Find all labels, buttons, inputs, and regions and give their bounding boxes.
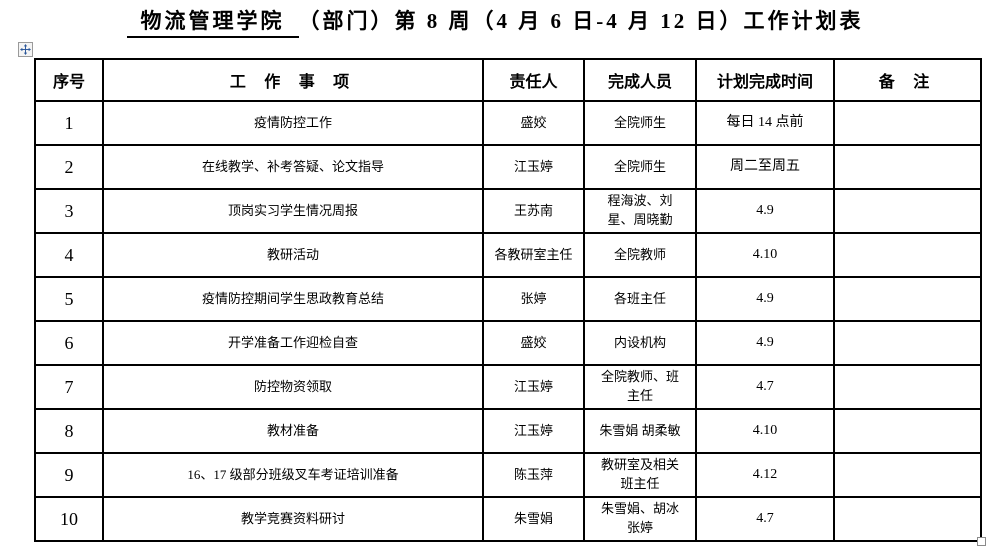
cell-task: 教材准备 bbox=[102, 408, 484, 454]
cell-seq: 3 bbox=[34, 188, 104, 234]
table-row: 1 疫情防控工作 盛姣 全院师生 每日 14 点前 bbox=[34, 100, 982, 146]
table-row: 3 顶岗实习学生情况周报 王苏南 程海波、刘星、周晓勤 4.9 bbox=[34, 188, 982, 234]
cell-remark bbox=[833, 364, 982, 410]
cell-remark bbox=[833, 100, 982, 146]
work-plan-table: 序号 工 作 事 项 责任人 完成人员 计划完成时间 备 注 1 疫情防控工作 … bbox=[34, 58, 982, 542]
cell-responsible: 盛姣 bbox=[482, 320, 585, 366]
cell-deadline: 4.7 bbox=[695, 364, 835, 410]
cell-seq: 6 bbox=[34, 320, 104, 366]
cell-responsible: 江玉婷 bbox=[482, 408, 585, 454]
cell-responsible: 朱雪娟 bbox=[482, 496, 585, 542]
cell-responsible: 陈玉萍 bbox=[482, 452, 585, 498]
table-row: 2 在线教学、补考答疑、论文指导 江玉婷 全院师生 周二至周五 bbox=[34, 144, 982, 190]
table-resize-handle-icon[interactable] bbox=[977, 537, 986, 546]
cell-deadline: 周二至周五 bbox=[695, 144, 835, 190]
cell-deadline: 每日 14 点前 bbox=[695, 100, 835, 146]
cell-completers: 全院师生 bbox=[583, 144, 697, 190]
cell-seq: 1 bbox=[34, 100, 104, 146]
cell-seq: 10 bbox=[34, 496, 104, 542]
table-move-handle-icon[interactable] bbox=[18, 42, 33, 57]
cell-deadline: 4.9 bbox=[695, 320, 835, 366]
cell-task: 开学准备工作迎检自查 bbox=[102, 320, 484, 366]
cell-deadline: 4.12 bbox=[695, 452, 835, 498]
cell-deadline: 4.10 bbox=[695, 232, 835, 278]
cell-deadline: 4.9 bbox=[695, 188, 835, 234]
cell-completers: 各班主任 bbox=[583, 276, 697, 322]
cell-responsible: 江玉婷 bbox=[482, 144, 585, 190]
cell-seq: 8 bbox=[34, 408, 104, 454]
cell-seq: 7 bbox=[34, 364, 104, 410]
title-college-underlined: 物流管理学院 bbox=[126, 9, 299, 38]
header-completers: 完成人员 bbox=[583, 58, 697, 102]
cell-remark bbox=[833, 276, 982, 322]
table-row: 7 防控物资领取 江玉婷 全院教师、班主任 4.7 bbox=[34, 364, 982, 410]
cell-seq: 2 bbox=[34, 144, 104, 190]
cell-seq: 4 bbox=[34, 232, 104, 278]
header-remark: 备 注 bbox=[833, 58, 982, 102]
cell-task: 疫情防控期间学生思政教育总结 bbox=[102, 276, 484, 322]
cell-task: 疫情防控工作 bbox=[102, 100, 484, 146]
cell-responsible: 王苏南 bbox=[482, 188, 585, 234]
move-arrows-icon bbox=[20, 44, 31, 55]
cell-remark bbox=[833, 144, 982, 190]
cell-remark bbox=[833, 188, 982, 234]
cell-completers: 全院教师 bbox=[583, 232, 697, 278]
cell-deadline: 4.7 bbox=[695, 496, 835, 542]
cell-completers: 全院师生 bbox=[583, 100, 697, 146]
cell-responsible: 江玉婷 bbox=[482, 364, 585, 410]
cell-task: 在线教学、补考答疑、论文指导 bbox=[102, 144, 484, 190]
cell-remark bbox=[833, 408, 982, 454]
cell-deadline: 4.9 bbox=[695, 276, 835, 322]
cell-task: 顶岗实习学生情况周报 bbox=[102, 188, 484, 234]
cell-responsible: 张婷 bbox=[482, 276, 585, 322]
header-row: 序号 工 作 事 项 责任人 完成人员 计划完成时间 备 注 bbox=[34, 58, 982, 102]
header-seq: 序号 bbox=[34, 58, 104, 102]
document-title: 物流管理学院 （部门）第 8 周（4 月 6 日-4 月 12 日）工作计划表 bbox=[0, 5, 990, 38]
cell-deadline: 4.10 bbox=[695, 408, 835, 454]
table-row: 6 开学准备工作迎检自查 盛姣 内设机构 4.9 bbox=[34, 320, 982, 366]
cell-remark bbox=[833, 232, 982, 278]
cell-completers: 朱雪娟、胡冰 张婷 bbox=[583, 496, 697, 542]
cell-completers: 朱雪娟 胡柔敏 bbox=[583, 408, 697, 454]
cell-responsible: 盛姣 bbox=[482, 100, 585, 146]
header-responsible: 责任人 bbox=[482, 58, 585, 102]
cell-seq: 9 bbox=[34, 452, 104, 498]
table-row: 4 教研活动 各教研室主任 全院教师 4.10 bbox=[34, 232, 982, 278]
table-row: 10 教学竞赛资料研讨 朱雪娟 朱雪娟、胡冰 张婷 4.7 bbox=[34, 496, 982, 542]
header-deadline: 计划完成时间 bbox=[695, 58, 835, 102]
cell-completers: 全院教师、班主任 bbox=[583, 364, 697, 410]
table-row: 9 16、17 级部分班级叉车考证培训准备 陈玉萍 教研室及相关班主任 4.12 bbox=[34, 452, 982, 498]
cell-remark bbox=[833, 320, 982, 366]
header-task: 工 作 事 项 bbox=[102, 58, 484, 102]
cell-completers: 程海波、刘星、周晓勤 bbox=[583, 188, 697, 234]
cell-completers: 内设机构 bbox=[583, 320, 697, 366]
cell-task: 教学竞赛资料研讨 bbox=[102, 496, 484, 542]
cell-completers: 教研室及相关班主任 bbox=[583, 452, 697, 498]
cell-remark bbox=[833, 452, 982, 498]
cell-task: 16、17 级部分班级叉车考证培训准备 bbox=[102, 452, 484, 498]
title-rest: （部门）第 8 周（4 月 6 日-4 月 12 日）工作计划表 bbox=[298, 9, 864, 33]
cell-task: 防控物资领取 bbox=[102, 364, 484, 410]
cell-remark bbox=[833, 496, 982, 542]
cell-responsible: 各教研室主任 bbox=[482, 232, 585, 278]
table-row: 8 教材准备 江玉婷 朱雪娟 胡柔敏 4.10 bbox=[34, 408, 982, 454]
table-row: 5 疫情防控期间学生思政教育总结 张婷 各班主任 4.9 bbox=[34, 276, 982, 322]
cell-seq: 5 bbox=[34, 276, 104, 322]
cell-task: 教研活动 bbox=[102, 232, 484, 278]
